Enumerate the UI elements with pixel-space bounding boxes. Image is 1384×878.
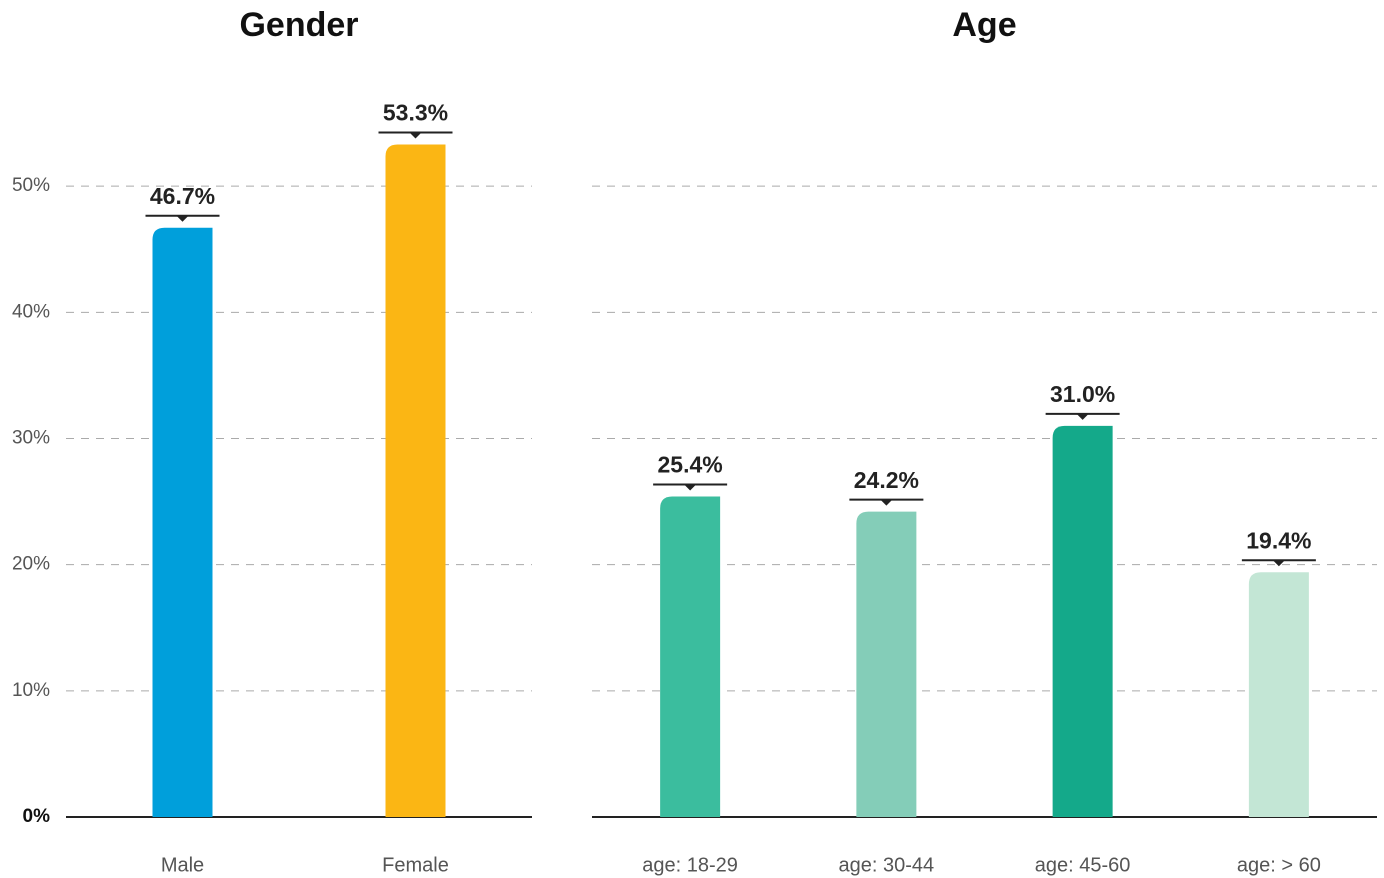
y-tick-label: 40%	[12, 301, 50, 322]
label-pointer	[409, 132, 422, 139]
x-tick-label: Male	[161, 854, 204, 876]
label-pointer	[880, 499, 893, 506]
y-tick-label: 50%	[12, 175, 50, 196]
label-pointer	[176, 215, 189, 222]
x-tick-label: age: > 60	[1237, 854, 1321, 876]
bar	[660, 496, 721, 817]
x-tick-label: age: 18-29	[642, 854, 738, 876]
y-tick-label: 30%	[12, 428, 50, 449]
bar	[385, 144, 446, 817]
value-label: 46.7%	[150, 183, 215, 209]
bar	[152, 227, 213, 818]
x-tick-label: Female	[382, 854, 449, 876]
bar	[856, 511, 917, 817]
value-label: 53.3%	[383, 100, 448, 126]
value-label: 31.0%	[1050, 381, 1115, 407]
x-tick-label: age: 30-44	[839, 854, 935, 876]
bar	[1052, 425, 1113, 817]
chart-title: Gender	[239, 6, 358, 44]
value-label: 19.4%	[1246, 527, 1311, 553]
label-pointer	[684, 484, 697, 491]
bar	[1248, 572, 1309, 817]
y-tick-label: 0%	[23, 806, 51, 827]
value-label: 25.4%	[658, 452, 723, 478]
label-pointer	[1076, 413, 1089, 420]
chart-title: Age	[952, 6, 1016, 44]
x-tick-label: age: 45-60	[1035, 854, 1131, 876]
label-pointer	[1272, 560, 1285, 567]
y-tick-label: 10%	[12, 680, 50, 701]
value-label: 24.2%	[854, 467, 919, 493]
y-tick-label: 20%	[12, 554, 50, 575]
